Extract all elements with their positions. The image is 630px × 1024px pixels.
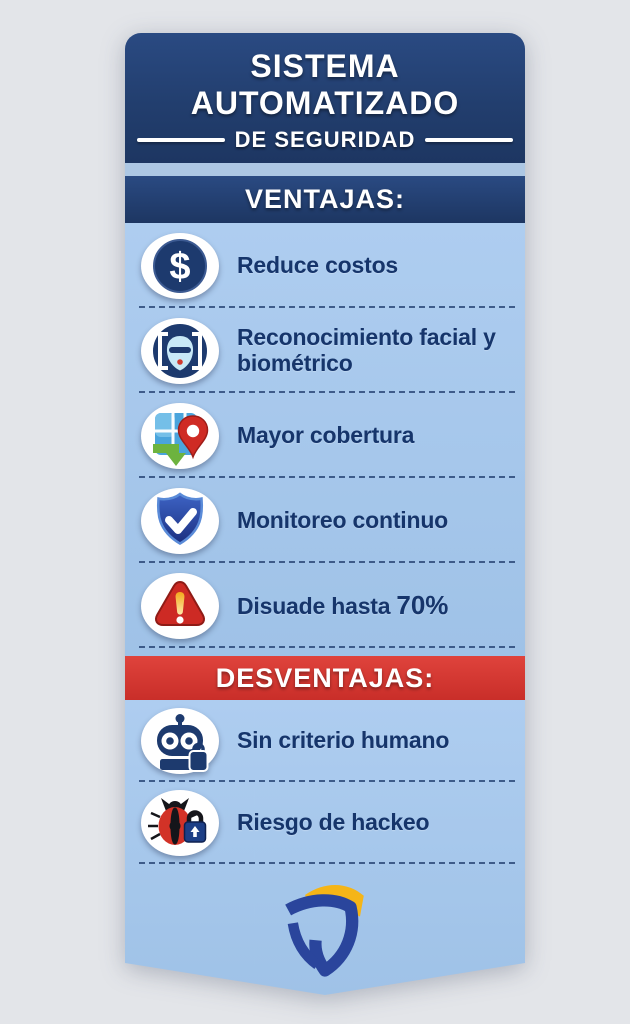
list-item: $ Reduce costos xyxy=(125,223,525,308)
list-item-label: Mayor cobertura xyxy=(237,421,415,448)
shield-check-icon xyxy=(140,487,220,555)
divider-strip xyxy=(125,163,525,176)
list-item-label: Reduce costos xyxy=(237,251,399,278)
dashed-separator xyxy=(139,306,515,308)
dashed-separator xyxy=(139,862,515,864)
desventajas-band: DESVENTAJAS: xyxy=(125,656,525,700)
dashed-separator xyxy=(139,561,515,563)
list-item-label: Reconocimiento facial y biométrico xyxy=(237,323,496,376)
ventajas-band: VENTAJAS: xyxy=(125,176,525,223)
advantages-list: $ Reduce costos xyxy=(125,223,525,656)
page-subtitle: DE SEGURIDAD xyxy=(234,127,416,152)
robot-lock-icon xyxy=(140,707,220,775)
ventajas-heading: VENTAJAS: xyxy=(244,184,406,214)
bug-lock-icon xyxy=(140,789,220,857)
list-item-label: Monitoreo continuo xyxy=(237,506,449,533)
footer xyxy=(125,874,525,985)
list-item: Mayor cobertura xyxy=(125,393,525,478)
map-pin-icon xyxy=(140,402,220,470)
dollar-icon: $ xyxy=(140,232,220,300)
subtitle-row: DE SEGURIDAD xyxy=(125,127,525,153)
dashed-separator xyxy=(139,391,515,393)
list-item-label: Riesgo de hackeo xyxy=(237,809,430,836)
desventajas-heading: DESVENTAJAS: xyxy=(215,662,435,693)
svg-text:$: $ xyxy=(169,246,190,288)
face-recognition-icon xyxy=(140,317,220,385)
page-title-line-2: AUTOMATIZADO xyxy=(190,85,460,121)
list-item-label: Disuade hasta 70% xyxy=(237,589,449,620)
subtitle-rule-left xyxy=(137,138,225,142)
header: SISTEMA AUTOMATIZADO DE SEGURIDAD xyxy=(125,33,525,163)
list-item: Reconocimiento facial y biométrico xyxy=(125,308,525,393)
infographic-panel: SISTEMA AUTOMATIZADO DE SEGURIDAD VENTAJ… xyxy=(125,33,525,995)
disadvantages-list: Sin criterio humano xyxy=(125,700,525,995)
dashed-separator xyxy=(139,646,515,648)
dashed-separator xyxy=(139,780,515,782)
list-item: Monitoreo continuo xyxy=(125,478,525,563)
dashed-separator xyxy=(139,476,515,478)
list-item: Sin criterio humano xyxy=(125,700,525,782)
highlight-value: 70% xyxy=(396,589,449,620)
subtitle-rule-right xyxy=(425,138,513,142)
list-item: Disuade hasta 70% xyxy=(125,563,525,648)
shield-logo-icon xyxy=(273,874,377,985)
list-item: Riesgo de hackeo xyxy=(125,782,525,864)
warning-icon xyxy=(140,572,220,640)
page-title-line-1: SISTEMA xyxy=(250,48,400,84)
list-item-label: Sin criterio humano xyxy=(237,727,450,754)
